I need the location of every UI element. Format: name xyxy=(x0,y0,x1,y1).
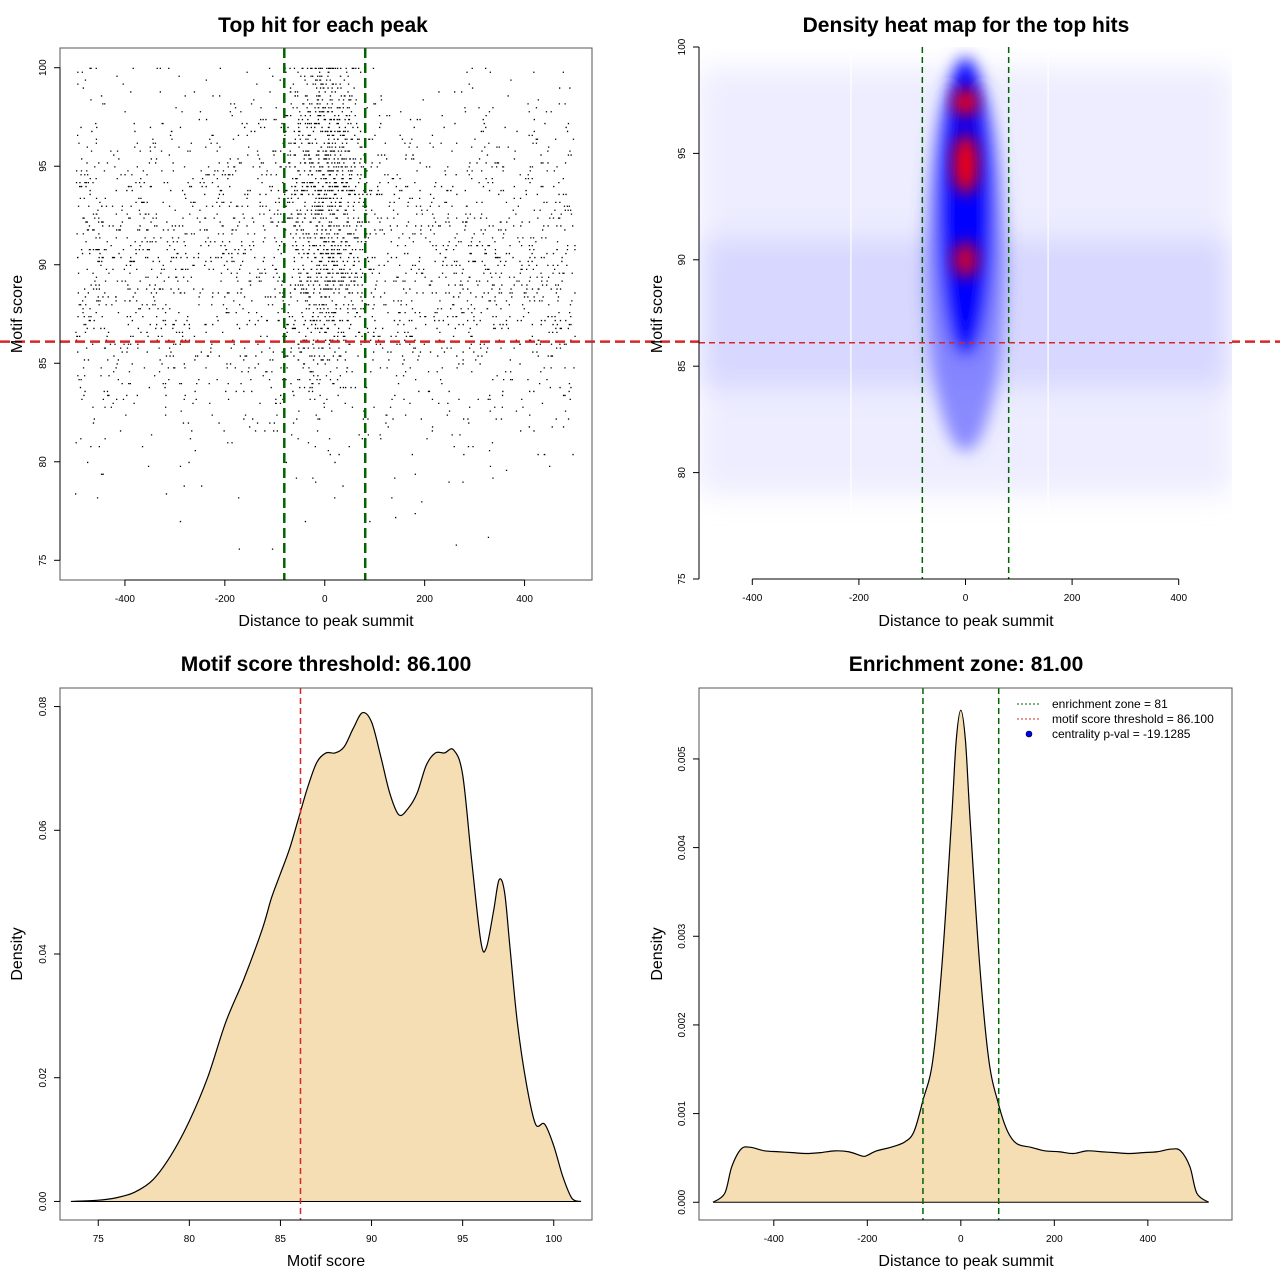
distance-density-curve xyxy=(712,709,1209,1203)
heatmap-hotspot xyxy=(953,241,978,278)
scatter-plot-frame xyxy=(59,47,593,581)
distance-density-y-tick-label: 0.003 xyxy=(677,923,688,948)
score-density-x-tick-label: 85 xyxy=(275,1234,287,1245)
heatmap-y-tick-label: 90 xyxy=(677,254,688,266)
heatmap-x-label: Distance to peak summit xyxy=(878,613,1054,630)
scatter-x-tick-label: -400 xyxy=(115,594,135,605)
legend-pval-label: centrality p-val = -19.1285 xyxy=(1052,727,1191,741)
scatter-y-tick-label: 75 xyxy=(38,554,49,566)
scatter-x-tick-label: 0 xyxy=(322,594,328,605)
legend-zone-label: enrichment zone = 81 xyxy=(1052,697,1168,711)
heatmap-y-axis: 75 80 85 90 95 100 xyxy=(677,38,700,585)
heatmap-x-axis: -400 -200 0 200 400 xyxy=(742,578,1187,604)
distance-density-legend: enrichment zone = 81 motif score thresho… xyxy=(1017,697,1214,741)
heatmap-y-label: Motif score xyxy=(649,275,666,353)
score-density-x-label: Motif score xyxy=(287,1253,365,1270)
heatmap-x-tick-label: 400 xyxy=(1170,593,1187,604)
distance-density-y-tick-label: 0.000 xyxy=(677,1189,688,1214)
score-density-x-tick-label: 100 xyxy=(545,1234,562,1245)
heatmap-x-tick-label: 0 xyxy=(963,593,969,604)
score-density-fill xyxy=(70,712,582,1202)
distance-density-y-axis: 0.000 0.001 0.002 0.003 0.004 0.005 xyxy=(677,746,700,1215)
score-density-x-tick-label: 80 xyxy=(184,1234,196,1245)
distance-density-x-label: Distance to peak summit xyxy=(878,1253,1054,1270)
scatter-y-axis: 75 80 85 90 95 100 xyxy=(38,59,61,566)
score-density-y-tick-label: 0.00 xyxy=(38,1191,49,1211)
scatter-points xyxy=(75,67,576,550)
distance-density-x-tick-label: -400 xyxy=(764,1234,784,1245)
heatmap-y-tick-label: 95 xyxy=(677,147,688,159)
distance-density-y-tick-label: 0.005 xyxy=(677,746,688,771)
heatmap-x-tick-label: -200 xyxy=(849,593,869,604)
distance-density-y-tick-label: 0.001 xyxy=(677,1101,688,1126)
heatmap-y-tick-label: 75 xyxy=(677,573,688,585)
scatter-title: Top hit for each peak xyxy=(218,14,428,37)
scatter-x-tick-label: 200 xyxy=(416,594,433,605)
score-density-x-tick-label: 95 xyxy=(457,1234,469,1245)
distance-density-fill xyxy=(713,710,1209,1203)
heatmap-y-tick-label: 80 xyxy=(677,467,688,479)
score-density-curve xyxy=(70,711,582,1203)
score-density-y-label: Density xyxy=(9,927,26,980)
heatmap-reference-lines xyxy=(699,47,1232,579)
heatmap-x-tick-label: 200 xyxy=(1064,593,1081,604)
scatter-point-cloud xyxy=(75,67,576,550)
score-density-area xyxy=(70,711,582,1203)
scatter-x-tick-label: 400 xyxy=(516,594,533,605)
heatmap-column-core xyxy=(939,57,992,356)
heatmap-density xyxy=(699,47,1232,579)
scatter-y-label: Motif score xyxy=(9,275,26,353)
score-density-y-tick-label: 0.06 xyxy=(38,820,49,840)
score-density-y-axis: 0.00 0.02 0.04 0.06 0.08 xyxy=(38,696,61,1211)
distance-density-area xyxy=(712,709,1209,1203)
distance-density-reference-lines xyxy=(922,688,1000,1220)
scatter-y-tick-label: 85 xyxy=(38,357,49,369)
heatmap-hotspot xyxy=(953,134,978,195)
heatmap-hotspots xyxy=(953,88,978,278)
distance-density-x-axis: -400 -200 0 200 400 xyxy=(764,1219,1157,1245)
score-density-title: Motif score threshold: 86.100 xyxy=(181,653,472,676)
heatmap-x-tick-label: -400 xyxy=(742,593,762,604)
distance-density-x-tick-label: -200 xyxy=(857,1234,877,1245)
distance-density-y-label: Density xyxy=(649,927,666,980)
distance-density-x-tick-label: 0 xyxy=(958,1234,964,1245)
heatmap-title: Density heat map for the top hits xyxy=(803,14,1130,37)
distance-density-x-tick-label: 200 xyxy=(1046,1234,1063,1245)
score-density-x-tick-label: 90 xyxy=(366,1234,378,1245)
scatter-y-tick-label: 90 xyxy=(38,259,49,271)
score-density-y-tick-label: 0.02 xyxy=(38,1068,49,1088)
score-density-x-tick-label: 75 xyxy=(93,1234,105,1245)
panel-score-density: Motif score threshold: 86.100 75 80 85 90 95… xyxy=(9,653,593,1270)
distance-density-title: Enrichment zone: 81.00 xyxy=(849,653,1084,676)
scatter-y-tick-label: 80 xyxy=(38,456,49,468)
panel-distance-density: Enrichment zone: 81.00 -400 -200 0 200 400 0… xyxy=(649,653,1233,1270)
score-density-y-tick-label: 0.08 xyxy=(38,696,49,716)
distance-density-x-tick-label: 400 xyxy=(1139,1234,1156,1245)
score-density-y-tick-label: 0.04 xyxy=(38,944,49,964)
legend-pval-point-icon xyxy=(1025,730,1033,738)
scatter-y-tick-label: 95 xyxy=(38,160,49,172)
heatmap-y-tick-label: 100 xyxy=(677,38,688,55)
legend-threshold-label: motif score threshold = 86.100 xyxy=(1052,712,1214,726)
score-density-x-axis: 75 80 85 90 95 100 xyxy=(93,1219,563,1245)
scatter-x-tick-label: -200 xyxy=(215,594,235,605)
scatter-x-label: Distance to peak summit xyxy=(238,613,414,630)
scatter-x-axis: -400 -200 0 200 400 xyxy=(115,579,533,605)
distance-density-y-tick-label: 0.002 xyxy=(677,1012,688,1037)
panel-heatmap: Density heat map for the top hits -400 -2… xyxy=(649,14,1232,630)
distance-density-y-tick-label: 0.004 xyxy=(677,835,688,860)
heatmap-hotspot xyxy=(953,88,978,117)
scatter-y-tick-label: 100 xyxy=(38,59,49,76)
heatmap-y-tick-label: 85 xyxy=(677,360,688,372)
